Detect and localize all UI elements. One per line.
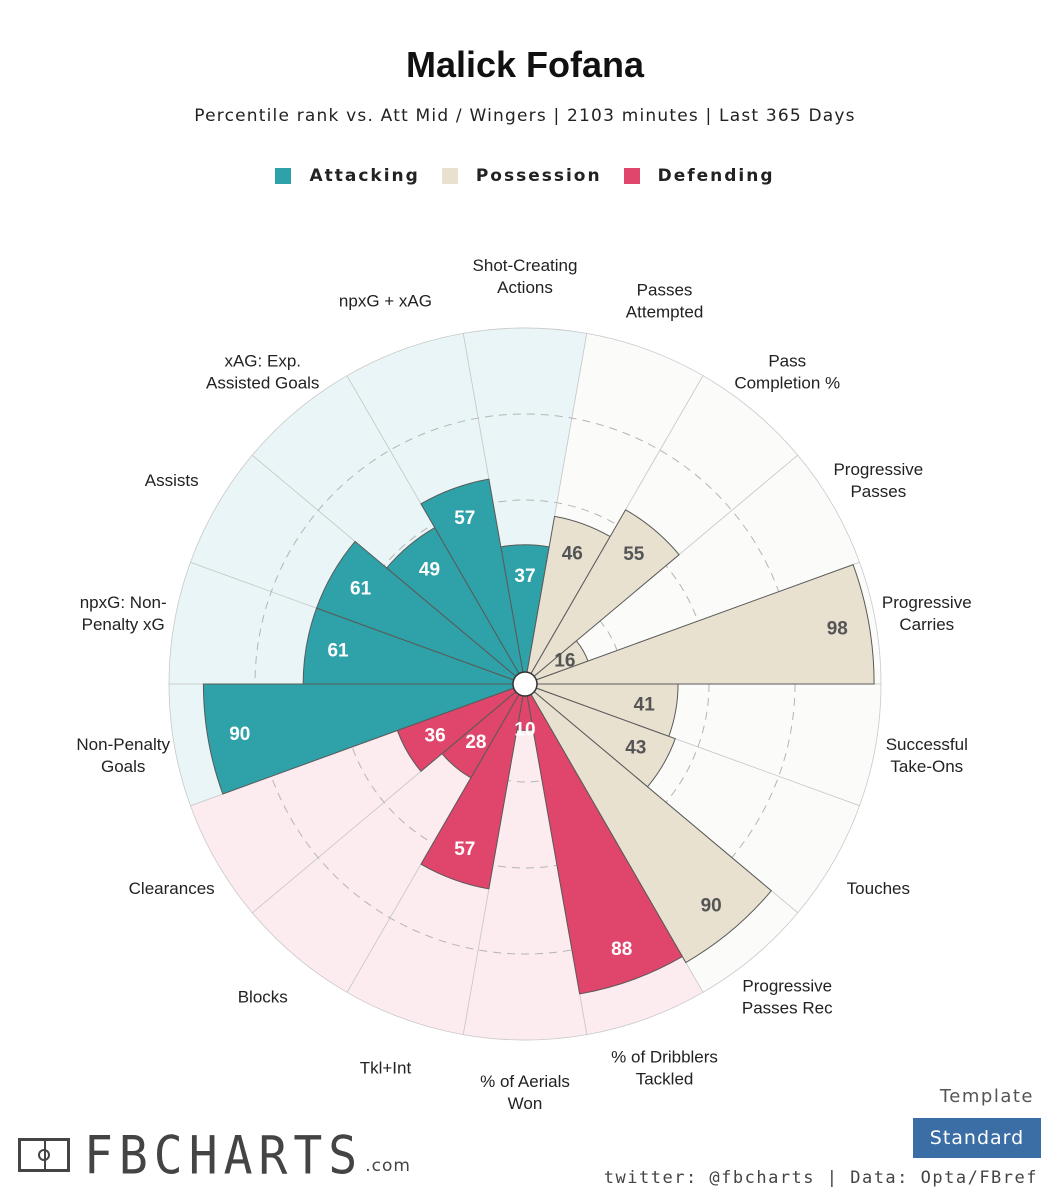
value-label-3: 55 <box>623 544 645 565</box>
legend-label-defending: Defending <box>657 166 775 186</box>
template-label: Template <box>939 1086 1034 1107</box>
value-label-2: 46 <box>562 544 583 565</box>
value-label-8: 90 <box>701 895 722 916</box>
category-label-17: xAG: Exp. Assisted Goals <box>206 351 319 392</box>
logo-text: FBCHARTS <box>84 1125 364 1187</box>
category-label-18: npxG + xAG <box>339 292 432 311</box>
value-label-12: 28 <box>465 732 486 753</box>
category-label-8: Progressive Passes Rec <box>742 977 833 1018</box>
category-label-10: % of Aerials Won <box>480 1072 570 1113</box>
fbcharts-logo: FBCHARTS .com <box>18 1125 411 1187</box>
category-label-2: Passes Attempted <box>626 281 704 322</box>
category-label-6: Successful Take-Ons <box>886 735 968 776</box>
category-label-13: Clearances <box>129 879 215 898</box>
value-label-5: 98 <box>827 618 848 639</box>
value-label-13: 36 <box>425 725 446 746</box>
value-label-6: 41 <box>634 695 656 716</box>
value-label-18: 57 <box>454 508 475 529</box>
value-label-11: 57 <box>454 839 475 860</box>
category-label-9: % of Dribblers Tackled <box>611 1047 718 1088</box>
legend-label-attacking: Attacking <box>309 166 420 186</box>
category-label-3: Pass Completion % <box>734 351 840 392</box>
logo-suffix: .com <box>365 1156 411 1176</box>
legend-swatch-attacking <box>275 168 292 184</box>
category-label-5: Progressive Carries <box>882 593 972 634</box>
legend-item-possession: Possession <box>441 166 602 186</box>
legend-swatch-defending <box>623 168 640 184</box>
value-label-14: 90 <box>229 724 250 745</box>
value-label-9: 88 <box>611 939 632 960</box>
credits: twitter: @fbcharts | Data: Opta/FBref <box>603 1168 1038 1188</box>
category-label-15: npxG: Non-Penalty xG <box>80 593 167 634</box>
legend: Attacking Possession Defending <box>0 166 1050 186</box>
category-label-11: Tkl+Int <box>360 1058 412 1077</box>
value-label-15: 61 <box>327 641 349 662</box>
center-circle <box>512 671 538 697</box>
category-label-7: Touches <box>847 879 910 898</box>
legend-swatch-possession <box>441 168 458 184</box>
template-badge: Standard <box>913 1118 1041 1158</box>
category-label-1: Shot-Creating Actions <box>473 256 578 297</box>
category-label-12: Blocks <box>238 988 288 1007</box>
legend-item-defending: Defending <box>623 166 775 186</box>
legend-label-possession: Possession <box>475 166 602 186</box>
pitch-icon <box>18 1138 70 1172</box>
category-label-14: Non-Penalty Goals <box>76 735 170 776</box>
value-label-1: 37 <box>514 566 535 587</box>
value-label-10: 10 <box>514 720 535 741</box>
legend-item-attacking: Attacking <box>275 166 419 186</box>
value-label-4: 16 <box>554 651 575 672</box>
value-label-7: 43 <box>625 737 646 758</box>
chart-title: Malick Fofana <box>405 44 645 85</box>
value-label-16: 61 <box>350 579 372 600</box>
value-label-17: 49 <box>419 560 440 581</box>
category-label-16: Assists <box>145 471 199 490</box>
category-label-4: Progressive Passes <box>833 460 923 501</box>
chart-subtitle: Percentile rank vs. Att Mid / Wingers | … <box>194 106 856 126</box>
